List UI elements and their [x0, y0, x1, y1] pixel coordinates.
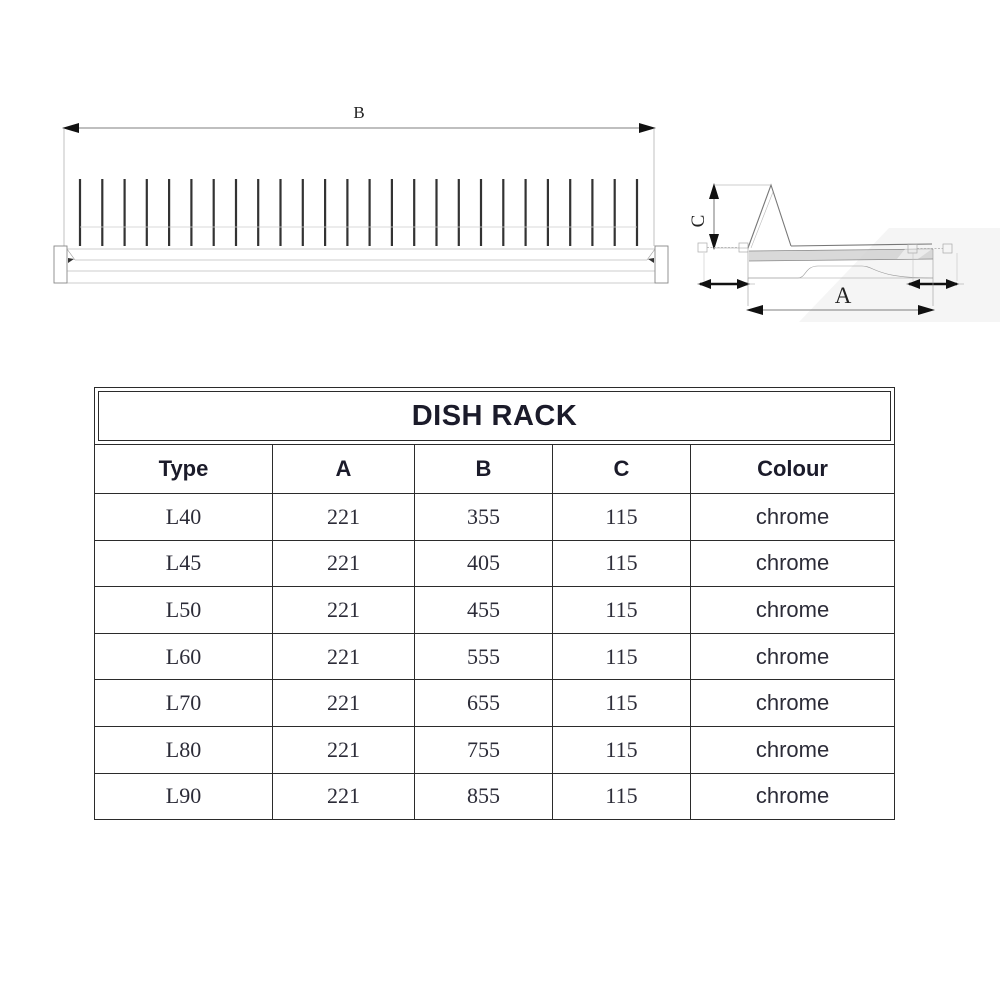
- svg-text:C: C: [688, 215, 709, 228]
- svg-text:B: B: [353, 103, 364, 122]
- svg-text:A: A: [835, 283, 852, 308]
